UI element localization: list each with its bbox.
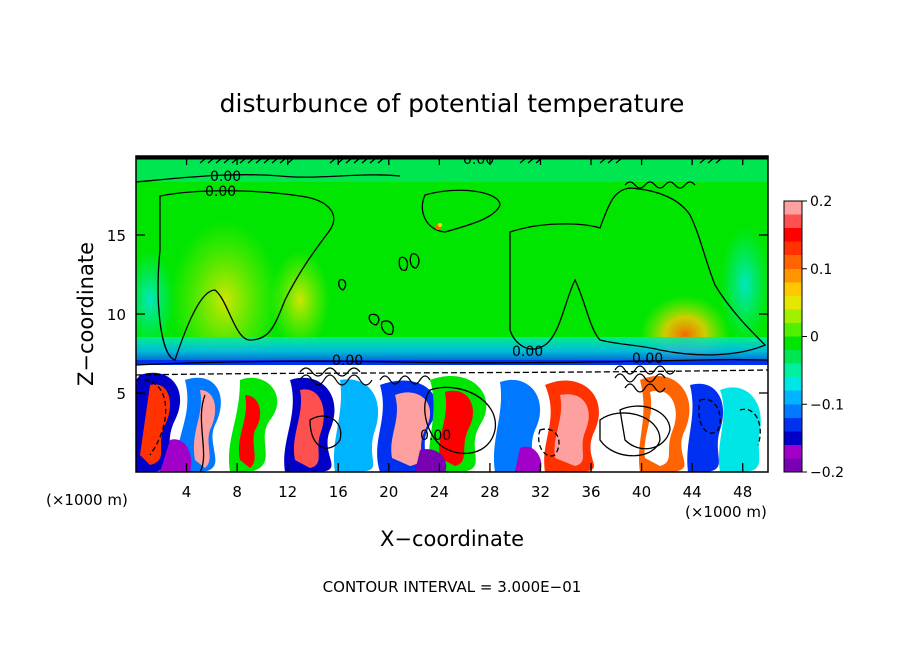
contour-label: 0.00 [632, 351, 663, 367]
contour-left-lobe [157, 190, 335, 361]
x-tick-label: 16 [329, 483, 348, 501]
contour-lines [136, 174, 768, 472]
anomaly-dots [435, 223, 442, 230]
colorbar-ticks: 0.2 0.1 0 −0.1 −0.2 [802, 194, 844, 481]
x-axis-label: X−coordinate [380, 527, 524, 551]
x-tick-label: 32 [531, 483, 550, 501]
contour-label: 0.00 [210, 169, 241, 185]
wave-packets [299, 181, 696, 393]
contour-center-lobe [421, 189, 501, 233]
x-tick-label: 24 [430, 483, 449, 501]
colorbar [783, 200, 803, 473]
x-tick-label: 44 [683, 483, 702, 501]
chart-title: disturbunce of potential temperature [220, 89, 685, 118]
contour-label: 0.00 [463, 152, 494, 168]
colorbar-tick-label: 0.1 [810, 262, 832, 278]
x-tick-label: 28 [480, 483, 499, 501]
warm-anomaly-mid [270, 250, 330, 350]
x-unit-right: (×1000 m) [685, 503, 767, 521]
colorbar-tick-label: −0.1 [810, 397, 844, 413]
x-tick-label: 8 [232, 483, 242, 501]
y-axis-label: Z−coordinate [74, 242, 98, 386]
x-unit-left: (×1000 m) [46, 491, 128, 509]
x-tick-label: 12 [278, 483, 297, 501]
x-tick-label: 4 [182, 483, 192, 501]
x-tick-label: 48 [733, 483, 752, 501]
plot-area: 0.00 0.00 0.00 0.00 0.00 0.00 0.00 [136, 152, 768, 472]
x-tick-label: 36 [581, 483, 600, 501]
y-axis: 5 10 15 [107, 227, 768, 403]
colorbar-tick-label: 0 [810, 330, 819, 346]
top-boundary-hatch [136, 156, 768, 164]
contour-top-zero [136, 174, 401, 183]
turbulent-eddies [136, 372, 761, 472]
contour-label: 0.00 [332, 353, 363, 369]
colorbar-tick-label: 0.2 [810, 194, 832, 210]
contour-label: 0.00 [205, 184, 236, 200]
contour-label: 0.00 [512, 344, 543, 360]
contour-labels: 0.00 0.00 0.00 0.00 0.00 0.00 0.00 [205, 152, 663, 444]
y-tick-label: 5 [116, 385, 126, 403]
x-tick-label: 20 [379, 483, 398, 501]
contour-interval-note: CONTOUR INTERVAL = 3.000E−01 [323, 578, 582, 596]
x-axis: 4 8 12 16 20 24 28 32 36 40 44 48 [182, 156, 752, 501]
x-tick-label: 40 [632, 483, 651, 501]
y-tick-label: 10 [107, 306, 126, 324]
colorbar-tick-label: −0.2 [810, 465, 844, 481]
contour-inversion [136, 358, 768, 366]
contour-right-lobe [509, 187, 767, 356]
cool-anomaly-right [720, 225, 768, 345]
contour-label: 0.00 [420, 428, 451, 444]
cool-anomaly-left [136, 250, 175, 350]
y-tick-label: 15 [107, 227, 126, 245]
